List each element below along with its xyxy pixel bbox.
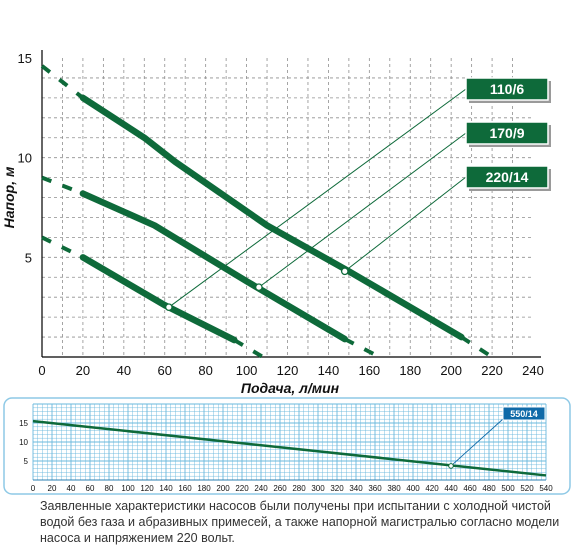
x-tick-label: 40 bbox=[117, 363, 131, 378]
leader-line bbox=[344, 176, 467, 272]
x-tick-label: 0 bbox=[38, 363, 45, 378]
y-tick-label: 10 bbox=[18, 151, 32, 166]
x-tick-label: 120 bbox=[140, 484, 154, 493]
x-tick-label: 80 bbox=[198, 363, 212, 378]
y-tick-label: 5 bbox=[24, 457, 29, 466]
x-tick-label: 100 bbox=[121, 484, 135, 493]
x-tick-label: 160 bbox=[178, 484, 192, 493]
x-tick-label: 460 bbox=[463, 484, 477, 493]
y-tick-label: 15 bbox=[19, 419, 28, 428]
x-tick-label: 80 bbox=[105, 484, 114, 493]
small-pump-chart: 0 20 40 60 80 100 120 140 160 180 200 220 240 260 280 3… bbox=[3, 397, 571, 495]
x-tick-label: 300 bbox=[311, 484, 325, 493]
series-line bbox=[79, 190, 349, 343]
x-tick-label: 200 bbox=[216, 484, 230, 493]
x-tick-label: 60 bbox=[158, 363, 172, 378]
series-line bbox=[32, 419, 547, 477]
x-tick-label: 20 bbox=[48, 484, 57, 493]
x-tick-label: 480 bbox=[482, 484, 496, 493]
label-box bbox=[465, 77, 549, 101]
series-dashed-end bbox=[233, 338, 264, 359]
leader-line bbox=[450, 418, 504, 467]
series-line bbox=[79, 254, 238, 344]
label-box bbox=[502, 406, 546, 421]
series-label: 550/14 bbox=[510, 409, 538, 419]
x-tick-label: 500 bbox=[501, 484, 515, 493]
series-label: 220/14 bbox=[486, 169, 529, 185]
x-tick-label: 140 bbox=[318, 363, 340, 378]
x-tick-label: 440 bbox=[444, 484, 458, 493]
x-tick-label: 180 bbox=[399, 363, 421, 378]
x-tick-label: 220 bbox=[235, 484, 249, 493]
x-tick-label: 160 bbox=[358, 363, 380, 378]
series-marker bbox=[164, 303, 173, 312]
x-axis-label: Подача, л/мин bbox=[241, 380, 340, 396]
series-marker bbox=[448, 463, 454, 469]
x-tick-label: 540 bbox=[539, 484, 553, 493]
series-dashed-start bbox=[41, 175, 84, 196]
y-axis-label: Напор, м bbox=[1, 166, 17, 228]
label-box bbox=[465, 121, 549, 145]
series-dashed-start bbox=[41, 235, 84, 260]
x-tick-label: 220 bbox=[481, 363, 503, 378]
x-tick-label: 260 bbox=[273, 484, 287, 493]
x-tick-label: 40 bbox=[67, 484, 76, 493]
x-tick-label: 420 bbox=[425, 484, 439, 493]
leader-line bbox=[168, 88, 467, 308]
x-tick-label: 140 bbox=[159, 484, 173, 493]
series-dashed-start bbox=[40, 64, 85, 100]
x-tick-label: 280 bbox=[292, 484, 306, 493]
x-tick-label: 340 bbox=[349, 484, 363, 493]
series-label: 110/6 bbox=[490, 81, 524, 97]
series-dashed-end bbox=[343, 337, 381, 359]
y-tick-label: 10 bbox=[19, 438, 28, 447]
x-tick-label: 520 bbox=[520, 484, 534, 493]
x-tick-label: 240 bbox=[522, 363, 544, 378]
series-label: 170/9 bbox=[489, 125, 524, 141]
x-tick-label: 400 bbox=[406, 484, 420, 493]
x-tick-label: 100 bbox=[236, 363, 258, 378]
series-dashed-end bbox=[460, 335, 494, 359]
label-box bbox=[465, 165, 549, 189]
footnote: Заявленные характеристики насосов были п… bbox=[40, 499, 560, 545]
x-tick-label: 320 bbox=[330, 484, 344, 493]
x-tick-label: 200 bbox=[440, 363, 462, 378]
x-tick-label: 360 bbox=[368, 484, 382, 493]
x-tick-label: 0 bbox=[31, 484, 36, 493]
series-marker bbox=[340, 267, 349, 276]
x-tick-label: 180 bbox=[197, 484, 211, 493]
y-tick-label: 5 bbox=[25, 250, 32, 265]
x-tick-label: 240 bbox=[254, 484, 268, 493]
x-tick-label: 20 bbox=[76, 363, 90, 378]
x-tick-label: 60 bbox=[86, 484, 95, 493]
leader-line bbox=[258, 132, 467, 288]
y-tick-label: 15 bbox=[18, 51, 32, 66]
x-tick-label: 380 bbox=[387, 484, 401, 493]
main-pump-chart: 0 20 40 60 80 100 120 140 160 180 200 220 240 5 10 15 По… bbox=[1, 50, 551, 396]
x-tick-label: 120 bbox=[277, 363, 299, 378]
series-line bbox=[79, 94, 465, 341]
series-marker bbox=[255, 283, 263, 292]
